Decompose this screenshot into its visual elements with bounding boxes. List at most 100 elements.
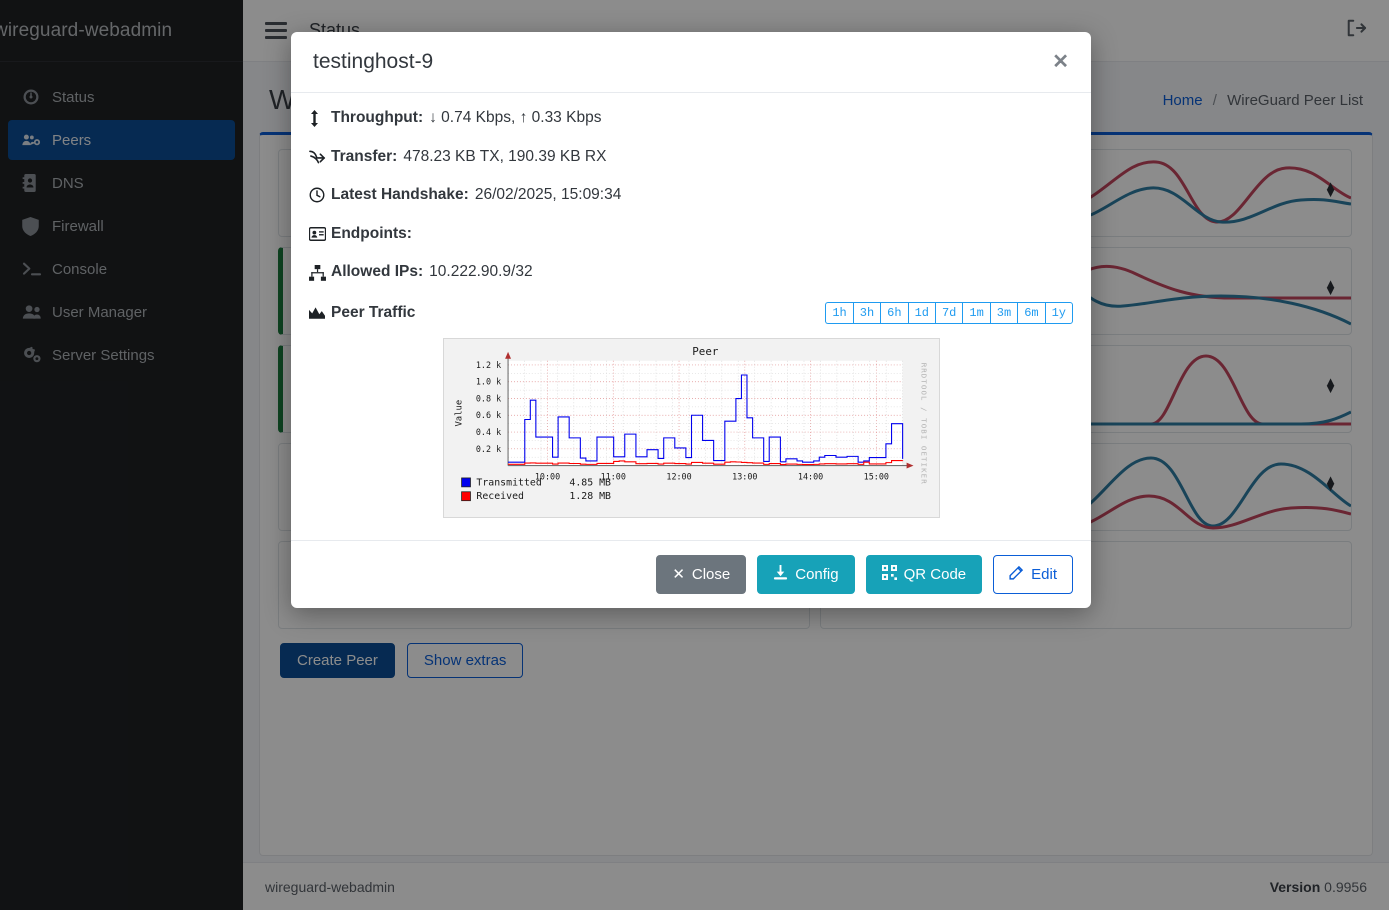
handshake-value: 26/02/2025, 15:09:34 [474,186,622,204]
sidebar-item-label: DNS [52,174,84,192]
arrows-vertical-icon [309,109,331,127]
svg-text:10:00: 10:00 [534,471,559,481]
hamburger-icon[interactable] [265,18,287,43]
range-button-1d[interactable]: 1d [907,301,935,324]
svg-text:0.2 k: 0.2 k [475,444,500,454]
allowed-ips-value: 10.222.90.9/32 [429,263,533,281]
qrcode-icon [881,564,897,584]
allowed-ips-row: Allowed IPs: 10.222.90.9/32 [309,263,1073,282]
sort-handle[interactable]: ▲▼ [1324,276,1337,298]
transfer-label: Transfer: [331,147,398,165]
svg-text:Value: Value [454,400,464,427]
range-button-6h[interactable]: 6h [880,301,908,324]
range-button-3h[interactable]: 3h [852,301,881,324]
modal-footer: ✕ Close Config QR Code Edit [291,539,1091,608]
handshake-row: Latest Handshake: 26/02/2025, 15:09:34 [309,186,1073,205]
peer-sparkline [1071,264,1351,326]
svg-text:Transmitted: Transmitted [476,477,541,488]
allowed-ips-label: Allowed IPs: [331,263,424,281]
svg-text:15:00: 15:00 [863,471,888,481]
breadcrumb-current: WireGuard Peer List [1227,91,1363,109]
show-extras-button[interactable]: Show extras [406,643,524,678]
id-card-icon [309,227,331,242]
sidebar-item-server-settings[interactable]: Server Settings [8,335,235,375]
range-button-1m[interactable]: 1m [962,301,990,324]
range-button-3m[interactable]: 3m [989,301,1018,324]
transfer-icon [309,149,331,165]
range-button-7d[interactable]: 7d [934,301,963,324]
qr-code-button-label: QR Code [903,565,967,583]
svg-text:0.6 k: 0.6 k [475,410,500,420]
sidebar-item-user-manager[interactable]: User Manager [8,292,235,332]
sort-handle[interactable]: ▲▼ [1324,178,1337,200]
close-button[interactable]: ✕ Close [656,554,747,594]
create-peer-button[interactable]: Create Peer [280,643,395,678]
breadcrumb: Home / WireGuard Peer List [1163,92,1363,109]
gears-icon [22,346,52,364]
sidebar-item-peers[interactable]: Peers [8,120,235,160]
clock-icon [309,187,331,203]
svg-text:RRDTOOL / TOBI OETIKER: RRDTOOL / TOBI OETIKER [919,363,928,485]
footer: wireguard-webadmin Version 0.9956 [243,862,1389,910]
sidebar-item-label: Firewall [52,217,104,235]
throughput-row: Throughput: ↓ 0.74 Kbps, ↑ 0.33 Kbps [309,109,1073,128]
svg-text:Peer: Peer [692,345,719,358]
sort-handle[interactable]: ▲▼ [1324,374,1337,396]
peer-detail-modal: testinghost-9 ✕ Throughput: ↓ 0.74 Kbps,… [291,32,1091,608]
modal-title: testinghost-9 [313,50,434,73]
range-button-6m[interactable]: 6m [1017,301,1045,324]
peer-traffic-chart: 10:00 11:00 12:00 13:00 14:00 15:00 0.2 k 0.4 k… [442,337,940,518]
peer-traffic-header: Peer Traffic 1h 3h 6h 1d 7d 1m 3m 6m 1y [309,301,1073,324]
svg-text:1.0 k: 1.0 k [475,377,500,387]
svg-text:13:00: 13:00 [732,471,757,481]
close-icon[interactable]: ✕ [1052,51,1069,73]
sidebar-item-firewall[interactable]: Firewall [8,206,235,246]
svg-text:12:00: 12:00 [666,471,691,481]
edit-button-label: Edit [1031,565,1057,583]
modal-header: testinghost-9 ✕ [291,32,1091,93]
pencil-icon [1009,565,1024,584]
transfer-row: Transfer: 478.23 KB TX, 190.39 KB RX [309,148,1073,167]
svg-text:0.8 k: 0.8 k [475,393,500,403]
endpoints-label: Endpoints: [331,224,412,242]
sidebar-brand: wireguard-webadmin [0,0,243,62]
sidebar-item-console[interactable]: Console [8,249,235,289]
config-button[interactable]: Config [757,554,855,594]
config-button-label: Config [795,565,839,583]
svg-text:4.85 MB: 4.85 MB [569,477,611,488]
handshake-label: Latest Handshake: [331,186,469,204]
svg-text:1.28 MB: 1.28 MB [569,491,611,502]
users-icon [22,303,52,321]
address-book-icon [22,174,52,192]
sidebar-item-label: Server Settings [52,346,155,364]
sidebar-item-label: Console [52,260,108,278]
sort-handle[interactable]: ▲▼ [1324,472,1337,494]
modal-body: Throughput: ↓ 0.74 Kbps, ↑ 0.33 Kbps Tra… [291,93,1091,540]
x-icon: ✕ [672,566,685,584]
time-range-group: 1h 3h 6h 1d 7d 1m 3m 6m 1y [825,301,1073,324]
sidebar: wireguard-webadmin Status Peers DNS [0,0,243,910]
sidebar-item-dns[interactable]: DNS [8,163,235,203]
svg-text:Received: Received [476,491,524,502]
range-button-1h[interactable]: 1h [825,301,853,324]
range-button-1y[interactable]: 1y [1044,301,1073,324]
svg-text:0.4 k: 0.4 k [475,427,500,437]
breadcrumb-separator: / [1212,91,1217,109]
footer-version-value: 0.9956 [1324,878,1367,895]
shield-icon [22,216,52,236]
breadcrumb-home[interactable]: Home [1162,91,1203,109]
peer-sparkline [1071,354,1351,426]
peer-sparkline [1071,160,1351,224]
qr-code-button[interactable]: QR Code [865,554,983,594]
peer-sparkline [1071,456,1351,530]
footer-version-label: Version [1269,878,1321,895]
throughput-label: Throughput: [331,109,424,126]
gauge-icon [22,88,52,106]
logout-icon[interactable] [1345,18,1367,43]
peer-action-buttons: Create Peer Show extras [278,643,1354,678]
chart-area-icon [309,306,331,320]
sidebar-item-status[interactable]: Status [8,77,235,117]
edit-button[interactable]: Edit [993,554,1073,594]
svg-text:1.2 k: 1.2 k [475,360,500,370]
